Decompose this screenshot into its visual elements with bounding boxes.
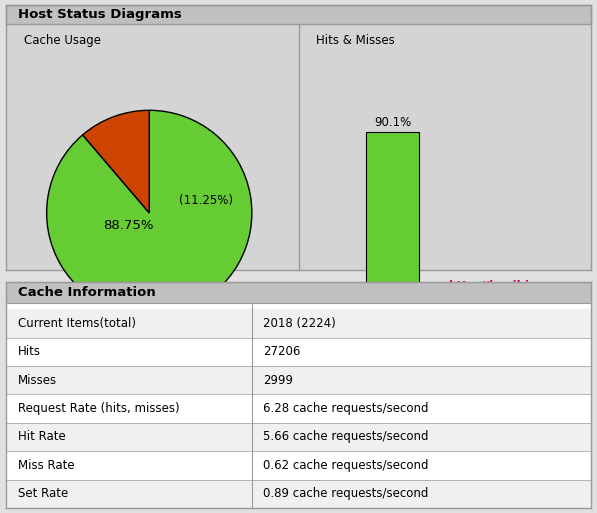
Text: Request Rate (hits, misses): Request Rate (hits, misses) — [18, 402, 179, 415]
Text: 2999: 2999 — [263, 374, 293, 387]
Text: Current Items(total): Current Items(total) — [18, 317, 136, 330]
Text: Host Status Diagrams: Host Status Diagrams — [18, 8, 181, 21]
Bar — [6, 366, 591, 394]
Text: 9.9%: 9.9% — [494, 297, 524, 310]
Bar — [483, 313, 536, 336]
Text: Hits & Misses: Hits & Misses — [316, 34, 395, 47]
Wedge shape — [47, 110, 252, 315]
Text: Misses: Misses — [18, 374, 57, 387]
Text: 88.75%: 88.75% — [103, 219, 154, 232]
Bar — [23, 362, 42, 373]
Bar — [313, 338, 330, 349]
Text: Cache Information: Cache Information — [18, 286, 155, 299]
Bar — [6, 5, 591, 24]
Text: Hits: 27206 (90.1%): Hits: 27206 (90.1%) — [338, 337, 456, 350]
Text: Cache Usage: Cache Usage — [23, 34, 100, 47]
Text: 2018 (2224): 2018 (2224) — [263, 317, 336, 330]
Bar — [6, 480, 591, 508]
Bar — [6, 309, 591, 338]
Bar — [6, 394, 591, 423]
Text: 0.62 cache requests/second: 0.62 cache requests/second — [263, 459, 429, 472]
Text: http://keaibian.com: http://keaibian.com — [448, 280, 577, 293]
Bar — [313, 362, 330, 373]
Text: 90.1%: 90.1% — [374, 116, 411, 129]
Wedge shape — [82, 110, 149, 213]
Bar — [6, 338, 591, 366]
Text: Miss Rate: Miss Rate — [18, 459, 74, 472]
Text: 5.66 cache requests/second: 5.66 cache requests/second — [263, 430, 429, 443]
Text: 0.89 cache requests/second: 0.89 cache requests/second — [263, 487, 429, 500]
Text: Hits: Hits — [18, 345, 41, 359]
Text: Misses: 2999 (9.9%): Misses: 2999 (9.9%) — [338, 361, 458, 373]
Bar — [23, 338, 42, 349]
Bar — [6, 423, 591, 451]
Bar — [367, 132, 418, 336]
Bar — [6, 451, 591, 480]
Text: Used: 7.2 MBytes (11.2%): Used: 7.2 MBytes (11.2%) — [50, 361, 203, 373]
Text: 27206: 27206 — [263, 345, 301, 359]
Text: Free: 56.8 MBytes (88.8%): Free: 56.8 MBytes (88.8%) — [50, 337, 205, 350]
Text: Hit Rate: Hit Rate — [18, 430, 66, 443]
Text: 6.28 cache requests/second: 6.28 cache requests/second — [263, 402, 429, 415]
Text: (11.25%): (11.25%) — [179, 194, 233, 207]
Text: Set Rate: Set Rate — [18, 487, 68, 500]
Bar — [6, 282, 591, 303]
